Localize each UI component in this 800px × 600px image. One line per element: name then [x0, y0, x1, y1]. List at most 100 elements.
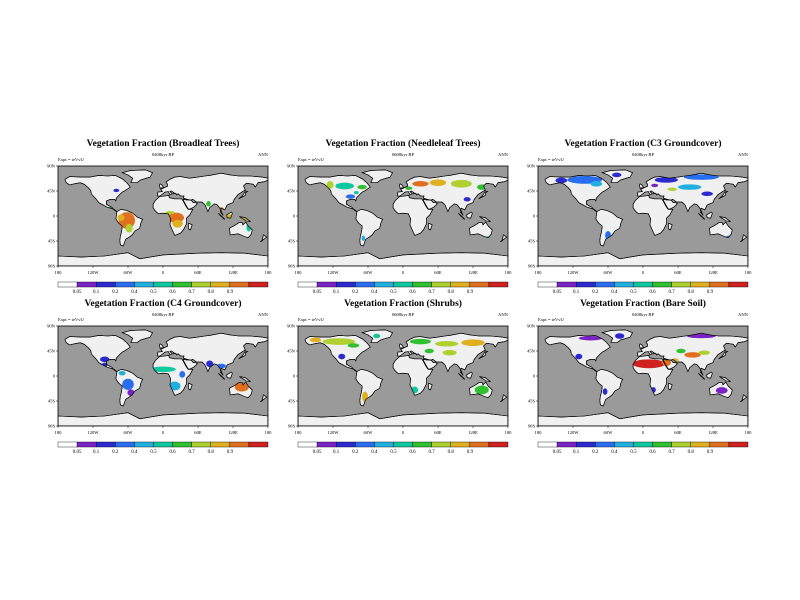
lon-label: 120W: [327, 430, 339, 435]
coastline: [639, 183, 645, 189]
lat-label: 90S: [528, 424, 536, 429]
lon-label: 120W: [87, 430, 99, 435]
vegetation-patch: [326, 181, 334, 189]
coastline: [595, 368, 624, 407]
coastline: [458, 212, 466, 220]
lon-label: 120W: [327, 270, 339, 275]
colorbar-swatch: [450, 281, 471, 288]
colorbar-label: 0.6: [169, 450, 176, 455]
lon-label: 0: [162, 430, 165, 435]
coastline: [188, 222, 193, 231]
lat-label: 90N: [47, 324, 56, 329]
colorbar-swatch: [469, 441, 490, 448]
coastline: [538, 412, 748, 426]
coastline: [121, 329, 153, 344]
colorbar-swatch: [614, 441, 634, 448]
coastline: [632, 355, 674, 396]
colorbar-swatch: [210, 281, 231, 288]
panel-title: Vegetation Fraction (Broadleaf Trees): [87, 138, 240, 149]
coastline: [740, 234, 748, 242]
season-label: ANN: [498, 312, 509, 317]
colorbar-swatch: [709, 281, 730, 288]
colorbar-swatch: [595, 441, 615, 448]
coastline: [636, 332, 748, 376]
colorbar-swatch: [172, 281, 192, 288]
vegetation-patch: [118, 371, 126, 376]
lon-label: 0: [402, 270, 405, 275]
coastline: [260, 234, 268, 242]
coastline: [668, 222, 673, 231]
coastline: [152, 355, 194, 396]
time-label: 0600kyr BP: [392, 312, 415, 317]
vegetation-layer: [555, 172, 736, 240]
colorbar-label: 0.5: [150, 450, 157, 455]
vegetation-patch: [117, 214, 125, 222]
colorbar-label: 0.6: [409, 450, 416, 455]
map-area: [58, 329, 268, 426]
vegetation-patch: [450, 179, 472, 188]
map-area: [538, 329, 748, 426]
lon-label: 120W: [87, 270, 99, 275]
coastline: [361, 169, 393, 183]
colorbar-label: 0.2: [112, 290, 119, 295]
colorbar-label: 0.6: [409, 290, 416, 295]
lat-label: 45N: [527, 189, 536, 194]
coastline: [226, 211, 233, 219]
vegetation-patch: [361, 235, 366, 242]
lon-label: 0: [642, 430, 645, 435]
colorbar-label: 0.1: [573, 450, 580, 455]
vegetation-patch: [612, 172, 622, 178]
vegetation-patch: [354, 191, 359, 195]
coastline: [478, 350, 489, 360]
lat-label: 90N: [287, 164, 296, 169]
lat-label: 90S: [48, 264, 56, 269]
season-label: ANN: [258, 312, 269, 317]
time-label: 0600kyr BP: [392, 152, 415, 157]
coastline: [544, 335, 611, 372]
vegetation-patch: [345, 194, 356, 199]
vegetation-layer: [575, 333, 728, 395]
colorbar-swatch: [172, 441, 192, 448]
colorbar-label: 0.8: [688, 450, 695, 455]
coastline: [355, 368, 384, 407]
colorbar-swatch: [450, 441, 471, 448]
lat-label: 45S: [528, 239, 536, 244]
coastline: [115, 368, 144, 407]
coastline: [466, 211, 473, 219]
coastline: [544, 175, 611, 212]
lat-label: 45S: [288, 239, 296, 244]
experiment-label: Expt = teVvU: [58, 157, 84, 162]
colorbar-swatch: [57, 441, 78, 448]
lon-label: 180: [55, 430, 63, 435]
colorbar-label: 0.9: [227, 290, 234, 295]
coastline: [396, 172, 508, 216]
coastline: [706, 211, 713, 219]
colorbar-label: 0.7: [189, 290, 196, 295]
vegetation-patch: [412, 181, 429, 187]
colorbar-swatch: [469, 281, 490, 288]
map-panel: Vegetation Fraction (C3 Groundcover) Expt…: [527, 138, 752, 295]
coastline: [229, 221, 253, 239]
coastline: [601, 169, 633, 183]
coastline: [478, 190, 489, 200]
vegetation-patch: [357, 184, 367, 190]
vegetation-patch: [442, 349, 457, 356]
colorbar-swatch: [556, 281, 577, 288]
coastline: [392, 355, 434, 396]
colorbar-label: 0.2: [592, 450, 599, 455]
map-area: [538, 169, 748, 266]
colorbar-label: 0.6: [169, 290, 176, 295]
lat-label: 0: [293, 214, 296, 219]
colorbar-label: 0.05: [553, 290, 562, 295]
vegetation-patch: [698, 350, 711, 355]
lat-label: 0: [53, 214, 56, 219]
lon-label: 180: [535, 270, 543, 275]
coastline: [479, 376, 491, 382]
colorbar-label: 0.1: [93, 290, 100, 295]
coastline: [538, 252, 748, 266]
coastline: [361, 329, 393, 344]
colorbar-label: 0.05: [313, 290, 322, 295]
colorbar-swatch: [671, 441, 691, 448]
panel-title: Vegetation Fraction (Bare Soil): [580, 298, 706, 309]
colorbar-swatch: [57, 281, 78, 288]
